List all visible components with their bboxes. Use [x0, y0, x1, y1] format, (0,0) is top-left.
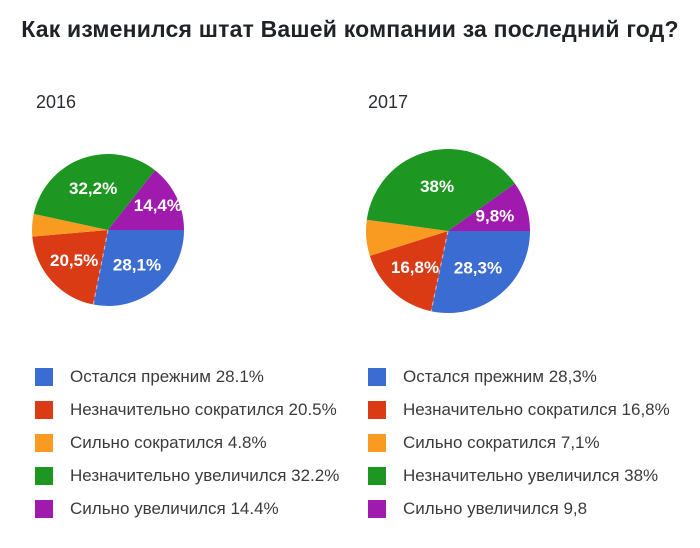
- pie-chart-2016: 28,1% 20,5% 32,2% 14,4%: [31, 153, 184, 306]
- slice-slightly-decreased: [32, 230, 108, 305]
- slice-divider-line: [430, 230, 449, 312]
- legend-2017: Остался прежним 28,3% Незначительно сокра…: [368, 360, 670, 525]
- slice-strongly-increased: [108, 170, 184, 230]
- legend-swatch-slice-stayed-same: [368, 367, 386, 386]
- slice-stayed-same: [431, 231, 530, 313]
- slice-label-slice-strongly-increased: 14,4%: [134, 196, 182, 215]
- legend-item-slice-strongly-increased: Сильно увеличился 14.4%: [35, 492, 339, 525]
- legend-label: Незначительно сократился 16,8%: [403, 399, 670, 419]
- legend-swatch-slice-strongly-increased: [35, 499, 53, 518]
- legend-item-slice-stayed-same: Остался прежним 28,3%: [368, 360, 670, 393]
- legend-item-slice-slightly-increased: Незначительно увеличился 38%: [368, 459, 670, 492]
- legend-2016: Остался прежним 28.1% Незначительно сокра…: [35, 360, 339, 525]
- slice-strongly-increased: [448, 183, 530, 231]
- slice-slightly-increased: [33, 153, 155, 230]
- slice-label-slice-stayed-same: 28,1%: [113, 256, 161, 275]
- pie-chart-2017: 28,3% 16,8% 38% 9,8%: [365, 148, 530, 313]
- slice-label-slice-strongly-increased: 9,8%: [476, 207, 515, 226]
- slice-label-slice-stayed-same: 28,3%: [454, 258, 502, 277]
- legend-label: Сильно увеличился 14.4%: [70, 498, 279, 518]
- slice-strongly-decreased: [31, 213, 108, 237]
- legend-label: Незначительно сократился 20.5%: [70, 399, 337, 419]
- slice-strongly-decreased: [365, 219, 448, 256]
- legend-swatch-slice-slightly-increased: [368, 466, 386, 485]
- legend-swatch-slice-strongly-decreased: [35, 433, 53, 452]
- legend-label: Сильно сократился 4.8%: [70, 432, 267, 452]
- legend-item-slice-slightly-decreased: Незначительно сократился 20.5%: [35, 393, 339, 426]
- legend-item-slice-slightly-increased: Незначительно увеличился 32.2%: [35, 459, 339, 492]
- legend-label: Незначительно увеличился 32.2%: [70, 465, 340, 485]
- legend-label: Сильно увеличился 9,8: [403, 498, 588, 518]
- legend-swatch-slice-strongly-increased: [368, 499, 386, 518]
- year-label-2016: 2016: [36, 92, 77, 112]
- slice-label-slice-slightly-increased: 32,2%: [69, 179, 117, 198]
- year-label-2017: 2017: [368, 92, 409, 112]
- slice-slightly-decreased: [369, 231, 448, 312]
- legend-label: Остался прежним 28,3%: [403, 366, 597, 386]
- legend-swatch-slice-slightly-decreased: [35, 400, 53, 419]
- slice-label-slice-slightly-decreased: 16,8%: [391, 258, 439, 277]
- legend-item-slice-strongly-decreased: Сильно сократился 4.8%: [35, 426, 339, 459]
- slice-stayed-same: [93, 230, 184, 306]
- slice-label-slice-slightly-decreased: 20,5%: [50, 251, 98, 270]
- legend-swatch-slice-strongly-decreased: [368, 433, 386, 452]
- legend-swatch-slice-stayed-same: [35, 367, 53, 386]
- legend-label: Незначительно увеличился 38%: [403, 465, 659, 485]
- legend-swatch-slice-slightly-increased: [35, 466, 53, 485]
- legend-item-slice-strongly-increased: Сильно увеличился 9,8: [368, 492, 670, 525]
- legend-item-slice-strongly-decreased: Сильно сократился 7,1%: [368, 426, 670, 459]
- legend-item-slice-stayed-same: Остался прежним 28.1%: [35, 360, 339, 393]
- slice-slightly-increased: [366, 148, 515, 231]
- legend-item-slice-slightly-decreased: Незначительно сократился 16,8%: [368, 393, 670, 426]
- legend-label: Остался прежним 28.1%: [70, 366, 264, 386]
- slice-label-slice-slightly-increased: 38%: [420, 177, 454, 196]
- chart-title: Как изменился штат Вашей компании за пос…: [21, 16, 679, 42]
- legend-label: Сильно сократился 7,1%: [403, 432, 600, 452]
- legend-swatch-slice-slightly-decreased: [368, 400, 386, 419]
